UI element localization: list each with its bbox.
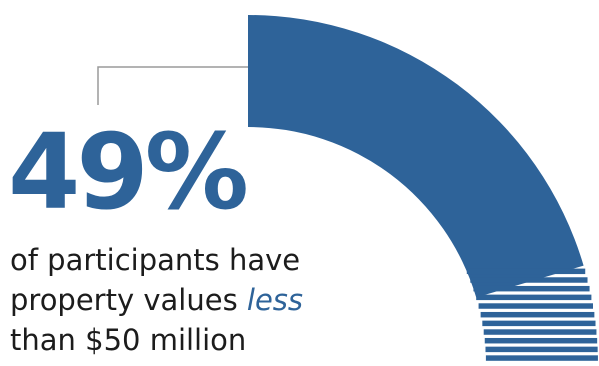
caption-line-2-text: property values — [10, 283, 247, 317]
stripe-band — [473, 285, 590, 292]
stripe-band — [476, 294, 592, 301]
caption-line-2: property values less — [10, 280, 303, 320]
percent-stat: 49% — [8, 111, 249, 233]
stripe-band — [485, 346, 598, 353]
stripe-band — [478, 303, 593, 309]
stripe-band — [482, 320, 596, 327]
leader-line — [97, 66, 248, 105]
stripe-band — [466, 268, 586, 275]
stripe-band — [470, 277, 588, 283]
caption-emphasis: less — [246, 283, 304, 317]
striped-slice — [466, 268, 598, 361]
solid-slice — [248, 15, 584, 298]
stripe-band — [484, 337, 598, 344]
solid-slice-arc — [248, 15, 584, 298]
stripe-band — [485, 355, 598, 361]
caption-line-3: than $50 million — [10, 323, 247, 357]
stripe-band — [483, 329, 597, 335]
stat-caption: of participants have property values les… — [10, 240, 303, 360]
caption-line-1: of participants have — [10, 243, 301, 277]
stripe-band — [480, 311, 595, 318]
